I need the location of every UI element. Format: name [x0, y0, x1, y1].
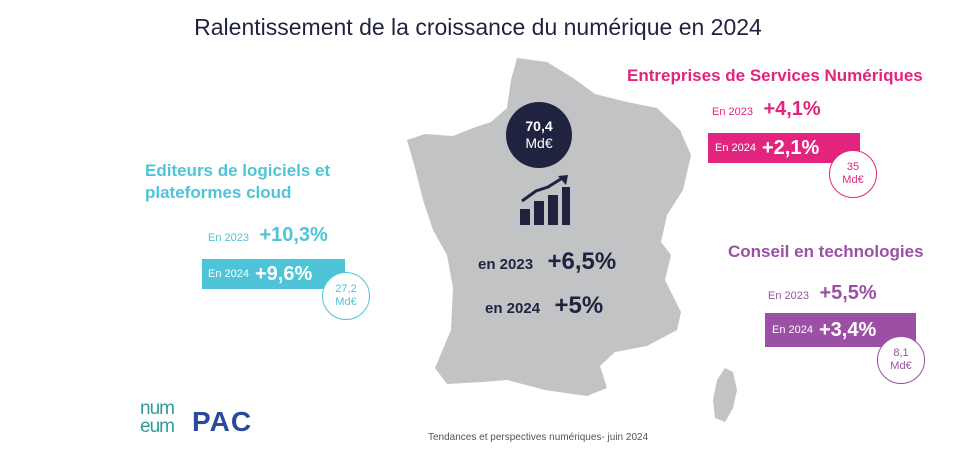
conseil-2023-row: En 2023 +5,5%	[768, 282, 877, 305]
esn-2024-bar: En 2024 +2,1%	[708, 133, 860, 163]
total-market-bubble: 70,4 Md€	[506, 102, 572, 168]
esn-bubble-value: 35	[846, 161, 860, 173]
editeurs-title: Editeurs de logiciels et plateformes clo…	[145, 160, 330, 204]
editeurs-title-line2: plateformes cloud	[145, 183, 292, 202]
page-title: Ralentissement de la croissance du numér…	[194, 14, 762, 40]
conseil-title: Conseil en technologies	[728, 242, 924, 261]
editeurs-bubble-value: 27,2	[335, 283, 357, 295]
center-2023-label: en 2023	[478, 256, 534, 273]
conseil-2024-value: +3,4%	[818, 318, 877, 341]
conseil-2024-label: En 2024	[772, 324, 813, 336]
pac-logo: PAC	[192, 406, 253, 437]
france-map	[407, 58, 737, 422]
editeurs-2023-label: En 2023	[208, 232, 249, 244]
editeurs-2024-label: En 2024	[208, 268, 249, 280]
editeurs-2024-value: +9,6%	[254, 262, 313, 285]
esn-2023-row: En 2023 +4,1%	[712, 98, 821, 121]
esn-bubble-unit: Md€	[842, 174, 864, 186]
editeurs-bubble: 27,2 Md€	[322, 272, 370, 320]
center-2024-value: +5%	[554, 292, 604, 319]
editeurs-bubble-unit: Md€	[335, 296, 357, 308]
esn-2024-label: En 2024	[715, 142, 756, 154]
conseil-2023-label: En 2023	[768, 290, 809, 302]
numeum-logo: num eum	[140, 398, 175, 437]
center-2024-label: en 2024	[485, 300, 541, 317]
corsica-shape	[713, 368, 737, 422]
esn-2023-value: +4,1%	[763, 98, 821, 120]
esn-bubble: 35 Md€	[829, 150, 877, 198]
numeum-logo-line1: num	[140, 398, 175, 419]
conseil-2024-bar: En 2024 +3,4%	[765, 313, 916, 347]
editeurs-2024-bar: En 2024 +9,6%	[202, 259, 345, 289]
esn-2024-value: +2,1%	[761, 136, 820, 159]
growth-chart-icon	[520, 175, 570, 225]
conseil-bubble: 8,1 Md€	[877, 336, 925, 384]
center-2024-row: en 2024 +5%	[485, 292, 603, 320]
editeurs-title-line1: Editeurs de logiciels et	[145, 161, 331, 180]
france-mainland-shape	[407, 58, 691, 396]
numeum-logo-line2: eum	[140, 416, 175, 437]
esn-title: Entreprises de Services Numériques	[627, 66, 923, 85]
conseil-2023-value: +5,5%	[819, 282, 877, 304]
center-2023-row: en 2023 +6,5%	[478, 248, 616, 276]
conseil-bubble-unit: Md€	[890, 360, 912, 372]
total-market-unit: Md€	[525, 135, 553, 151]
editeurs-2023-row: En 2023 +10,3%	[208, 224, 328, 247]
editeurs-2023-value: +10,3%	[259, 224, 328, 246]
total-market-value: 70,4	[525, 118, 553, 134]
conseil-bubble-value: 8,1	[893, 347, 909, 359]
source-note: Tendances et perspectives numériques- ju…	[428, 432, 649, 443]
center-2023-value: +6,5%	[547, 248, 617, 275]
esn-2023-label: En 2023	[712, 106, 753, 118]
